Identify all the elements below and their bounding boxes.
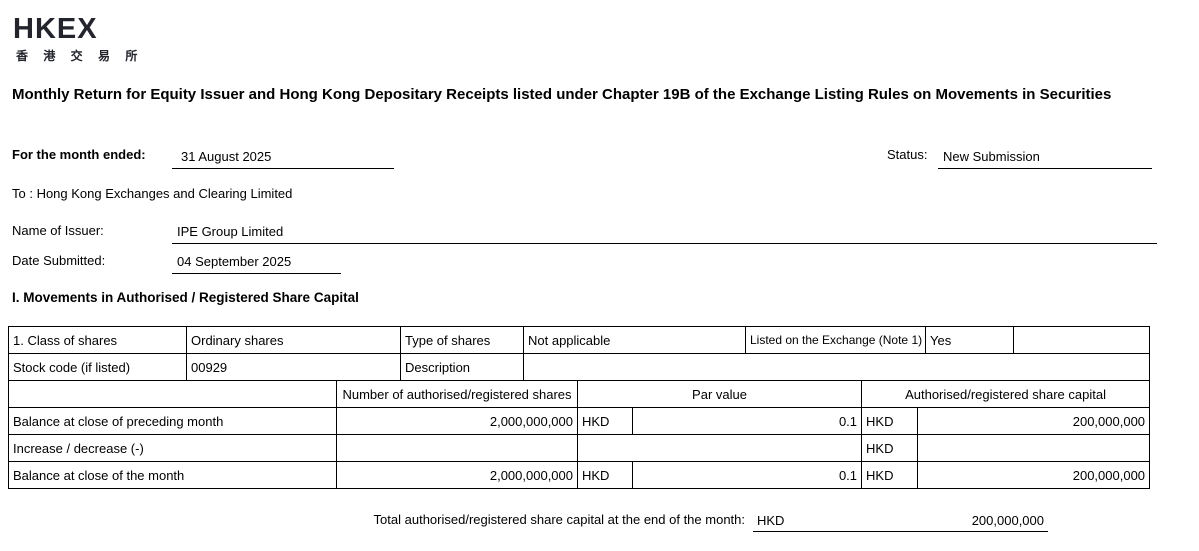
total-field: HKD 200,000,000: [753, 510, 1048, 532]
section1-tables: 1. Class of shares Ordinary shares Type …: [8, 326, 1151, 489]
row-label: Balance at close of the month: [8, 461, 337, 489]
hkex-logo-chinese: 香 港 交 易 所: [16, 49, 144, 63]
share-class-table: 1. Class of shares Ordinary shares Type …: [8, 326, 1150, 381]
section1-heading: I. Movements in Authorised / Registered …: [12, 290, 359, 305]
shares-value: [336, 434, 578, 462]
listed-on-exchange-value: Yes: [925, 326, 1014, 354]
date-submitted-label: Date Submitted:: [12, 253, 106, 268]
table-row: 1. Class of shares Ordinary shares Type …: [8, 326, 1150, 354]
description-value: [523, 353, 1150, 381]
par-currency: HKD: [577, 407, 633, 435]
table-row-balance-month-end: Balance at close of the month 2,000,000,…: [8, 461, 1151, 489]
page-title: Monthly Return for Equity Issuer and Hon…: [12, 86, 1112, 103]
table-row: Stock code (if listed) 00929 Description: [8, 353, 1150, 381]
shares-value: 2,000,000,000: [336, 407, 578, 435]
class-of-shares-value: Ordinary shares: [186, 326, 401, 354]
row-label: Balance at close of preceding month: [8, 407, 337, 435]
hkex-logo-wordmark: HKEX: [13, 13, 98, 45]
capital-table-header-row: Number of authorised/registered shares P…: [8, 380, 1151, 408]
capital-header: Authorised/registered share capital: [861, 380, 1151, 408]
empty-cell: [8, 380, 337, 408]
class-of-shares-label: 1. Class of shares: [8, 326, 187, 354]
capital-value: [917, 434, 1151, 462]
total-label: Total authorised/registered share capita…: [373, 512, 745, 527]
par-value: 0.1: [631, 461, 863, 489]
month-ended-field: 31 August 2025: [172, 147, 394, 169]
par-value: 0.1: [631, 407, 863, 435]
status-label: Status:: [887, 147, 928, 162]
capital-value: 200,000,000: [917, 461, 1151, 489]
to-line: To : Hong Kong Exchanges and Clearing Li…: [12, 186, 293, 201]
table-row-balance-preceding: Balance at close of preceding month 2,00…: [8, 407, 1151, 435]
total-value: 200,000,000: [971, 512, 1044, 528]
par-currency: HKD: [577, 461, 633, 489]
empty-cell: [1013, 326, 1150, 354]
total-currency: HKD: [757, 512, 785, 528]
type-of-shares-label: Type of shares: [400, 326, 524, 354]
table-row-increase-decrease: Increase / decrease (-) HKD: [8, 434, 1151, 462]
capital-currency: HKD: [861, 407, 919, 435]
row-label: Increase / decrease (-): [8, 434, 337, 462]
issuer-field: IPE Group Limited: [172, 222, 1157, 244]
capital-table: Number of authorised/registered shares P…: [8, 380, 1151, 489]
par-value-header: Par value: [576, 380, 863, 408]
date-submitted-field: 04 September 2025: [172, 252, 341, 274]
shares-header: Number of authorised/registered shares: [336, 380, 578, 408]
par-value: [576, 434, 863, 462]
stock-code-value: 00929: [186, 353, 401, 381]
issuer-label: Name of Issuer:: [12, 223, 104, 238]
capital-currency: HKD: [861, 434, 919, 462]
status-field: New Submission: [938, 147, 1152, 169]
description-label: Description: [400, 353, 524, 381]
shares-value: 2,000,000,000: [336, 461, 578, 489]
type-of-shares-value: Not applicable: [523, 326, 746, 354]
listed-on-exchange-label: Listed on the Exchange (Note 1): [745, 326, 926, 354]
stock-code-label: Stock code (if listed): [8, 353, 187, 381]
month-ended-label: For the month ended:: [12, 147, 146, 162]
capital-value: 200,000,000: [917, 407, 1151, 435]
capital-currency: HKD: [861, 461, 919, 489]
